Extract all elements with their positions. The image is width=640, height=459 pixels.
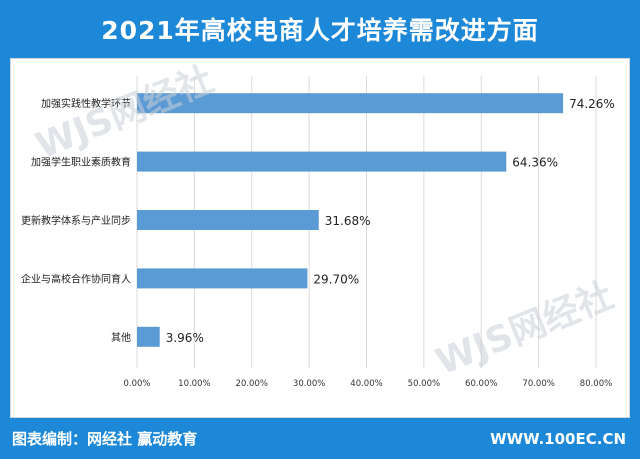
x-tick-label: 60.00%: [465, 379, 497, 389]
x-tick-label: 20.00%: [236, 379, 268, 389]
header-banner: 2021年高校电商人才培养需改进方面: [0, 0, 640, 58]
bar: [137, 151, 507, 172]
footer-site-url: WWW.100EC.CN: [490, 429, 626, 448]
x-tick-label: 10.00%: [178, 379, 210, 389]
bar-chart: 0.00% 10.00% 20.00% 30.00% 40.00% 50.00% 60.00…: [21, 76, 615, 389]
chart-panel: 0.00% 10.00% 20.00% 30.00% 40.00% 50.00% 60.00…: [0, 58, 640, 418]
data-label: 29.70%: [313, 272, 359, 286]
bar: [137, 268, 308, 289]
category-label: 更新教学体系与产业同步: [21, 214, 131, 227]
x-tick-label: 30.00%: [293, 379, 325, 389]
x-tick-label: 0.00%: [123, 379, 150, 389]
chart-title: 2021年高校电商人才培养需改进方面: [101, 16, 539, 45]
x-tick-label: 40.00%: [350, 379, 382, 389]
bar: [137, 326, 160, 347]
footer-banner: 图表编制：网经社 赢动教育 WWW.100EC.CN: [0, 418, 640, 459]
category-label: 加强实践性教学环节: [41, 97, 131, 110]
data-label: 64.36%: [512, 156, 558, 170]
category-label: 加强学生职业素质教育: [31, 156, 131, 169]
category-label: 其他: [111, 331, 131, 344]
data-label: 31.68%: [325, 214, 371, 228]
x-tick-label: 50.00%: [408, 379, 440, 389]
x-tick-label: 80.00%: [580, 379, 612, 389]
bar: [137, 93, 564, 114]
chart-plot-frame: [10, 58, 630, 418]
data-label: 74.26%: [569, 97, 615, 111]
category-label: 企业与高校合作协同育人: [21, 272, 131, 285]
bar: [137, 210, 319, 230]
footer-credit: 图表编制：网经社 赢动教育: [12, 430, 198, 448]
data-label: 3.96%: [166, 331, 204, 345]
x-tick-label: 70.00%: [522, 379, 554, 389]
